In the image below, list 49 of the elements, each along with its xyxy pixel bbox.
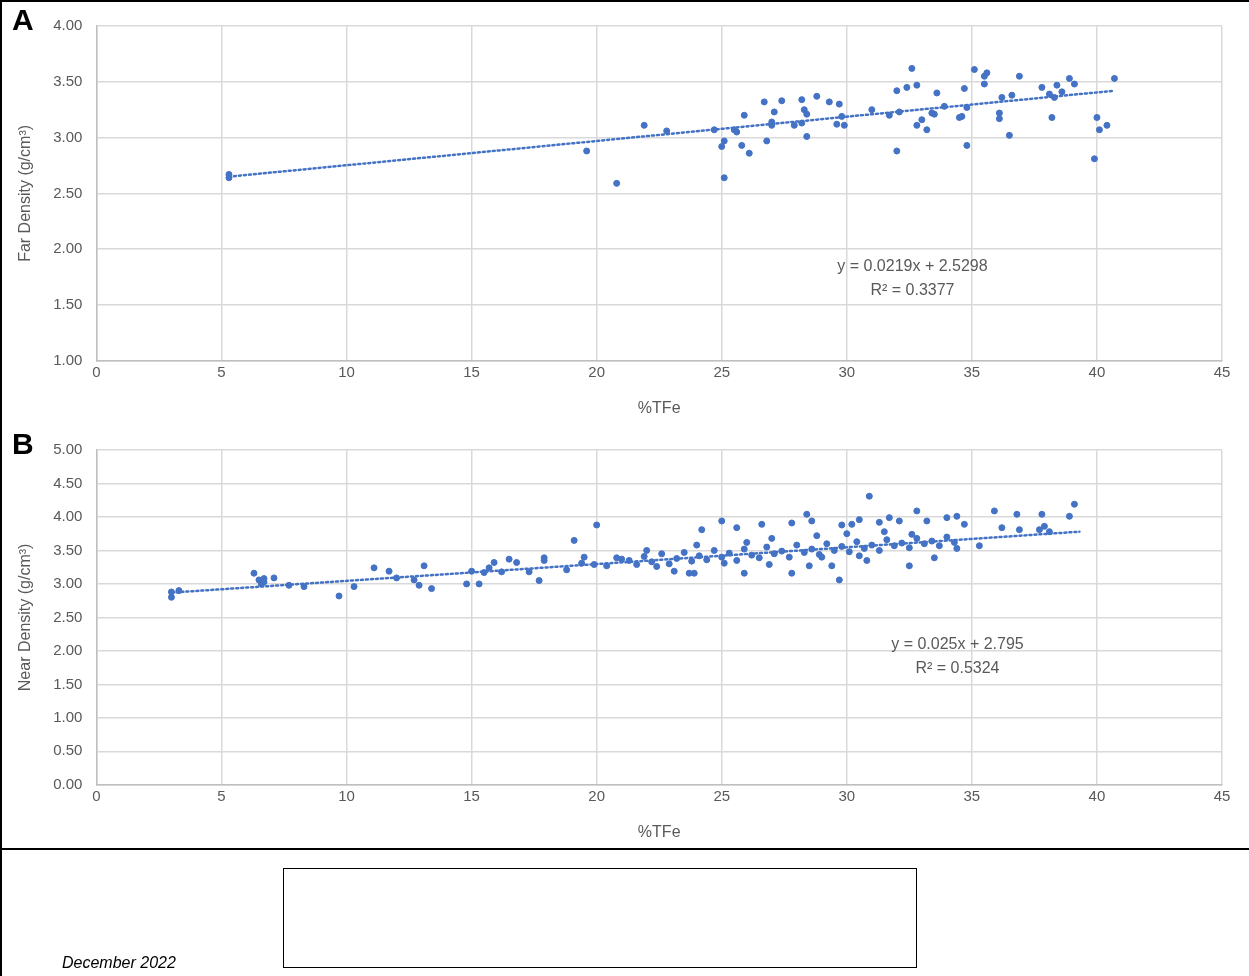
x-axis-title: %TFe bbox=[637, 822, 681, 840]
y-axis-title: Near Density (g/cm³) bbox=[16, 543, 34, 692]
annotation: R² = 0.3377 bbox=[870, 281, 955, 299]
x-tick-label: 35 bbox=[963, 786, 981, 804]
x-tick-label: 45 bbox=[1213, 786, 1231, 804]
x-tick-label: 25 bbox=[713, 362, 731, 380]
x-tick-label: 15 bbox=[463, 786, 480, 804]
y-tick-label: 1.50 bbox=[53, 674, 83, 692]
x-tick-label: 0 bbox=[92, 786, 101, 804]
x-tick-label: 10 bbox=[338, 362, 355, 380]
text: December 2022 bbox=[62, 954, 176, 972]
y-tick-label: 3.50 bbox=[53, 71, 83, 89]
y-tick-label: 1.00 bbox=[53, 350, 83, 368]
y-tick-label: 2.50 bbox=[53, 607, 83, 625]
x-tick-label: 20 bbox=[588, 786, 606, 804]
x-tick-label: 0 bbox=[92, 362, 101, 380]
x-tick-label: 5 bbox=[217, 362, 226, 380]
y-tick-label: 1.50 bbox=[53, 295, 83, 313]
x-tick-label: 40 bbox=[1088, 362, 1106, 380]
y-tick-label: 4.50 bbox=[53, 473, 83, 491]
x-tick-label: 25 bbox=[713, 786, 731, 804]
y-axis-title: Far Density (g/cm³) bbox=[16, 124, 34, 262]
x-tick-label: 30 bbox=[838, 786, 856, 804]
y-tick-label: 0.50 bbox=[53, 741, 83, 759]
x-tick-label: 30 bbox=[838, 362, 856, 380]
y-tick-label: 3.00 bbox=[53, 127, 83, 145]
y-tick-label: 2.50 bbox=[53, 183, 83, 201]
y-tick-label: 2.00 bbox=[53, 641, 83, 659]
annotation: R² = 0.5324 bbox=[915, 658, 1000, 676]
x-tick-label: 45 bbox=[1213, 362, 1231, 380]
x-tick-label: 35 bbox=[963, 362, 981, 380]
y-tick-label: 4.00 bbox=[53, 16, 83, 34]
y-tick-label: 2.00 bbox=[53, 239, 83, 257]
annotation: y = 0.025x + 2.795 bbox=[891, 634, 1024, 652]
y-tick-label: 5.00 bbox=[53, 440, 83, 458]
annotation: y = 0.0219x + 2.5298 bbox=[837, 257, 988, 275]
y-tick-label: 4.00 bbox=[53, 507, 83, 525]
x-tick-label: 10 bbox=[338, 786, 355, 804]
x-tick-label: 20 bbox=[588, 362, 606, 380]
x-tick-label: 5 bbox=[217, 786, 226, 804]
chart-title: A bbox=[12, 3, 34, 37]
y-tick-label: 3.50 bbox=[53, 540, 83, 558]
y-tick-label: 1.00 bbox=[53, 707, 83, 725]
x-axis-title: %TFe bbox=[637, 398, 681, 416]
chart-title: B bbox=[12, 427, 34, 461]
y-tick-label: 3.00 bbox=[53, 574, 83, 592]
y-tick-label: 0.00 bbox=[53, 774, 83, 792]
x-tick-label: 15 bbox=[463, 362, 480, 380]
x-tick-label: 40 bbox=[1088, 786, 1106, 804]
